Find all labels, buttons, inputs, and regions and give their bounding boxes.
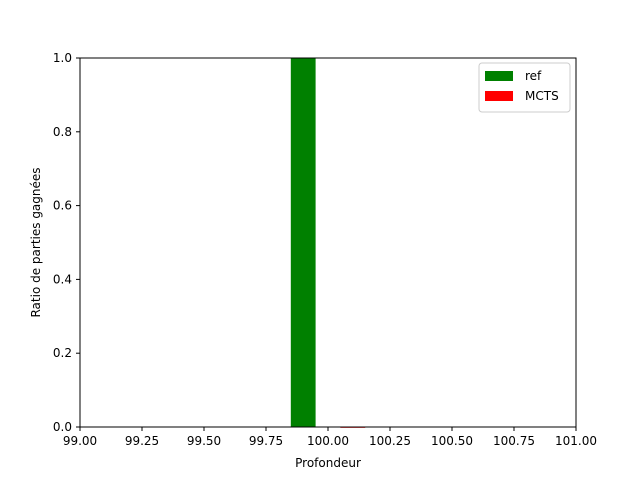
y-tick-label: 0.8 xyxy=(53,125,72,139)
x-tick-label: 99.75 xyxy=(249,434,283,448)
legend-swatch-mcts xyxy=(485,91,513,101)
bars-layer xyxy=(290,58,366,428)
y-axis-ticks: 0.0 0.2 0.4 0.6 0.8 1.0 xyxy=(53,51,80,434)
legend-label-ref: ref xyxy=(525,69,542,83)
y-tick-label: 0.2 xyxy=(53,346,72,360)
legend-label-mcts: MCTS xyxy=(525,89,559,103)
y-tick-label: 0.0 xyxy=(53,420,72,434)
x-tick-label: 99.25 xyxy=(125,434,159,448)
legend-swatch-ref xyxy=(485,71,513,81)
x-tick-label: 100.25 xyxy=(369,434,411,448)
x-tick-label: 100.50 xyxy=(431,434,473,448)
y-axis-label: Ratio de parties gagnées xyxy=(29,167,43,317)
x-tick-label: 99.00 xyxy=(63,434,97,448)
x-tick-label: 100.75 xyxy=(493,434,535,448)
x-tick-label: 101.00 xyxy=(555,434,597,448)
bar-ref-0 xyxy=(290,58,316,427)
y-tick-label: 0.6 xyxy=(53,199,72,213)
x-tick-label: 100.00 xyxy=(307,434,349,448)
x-axis-label: Profondeur xyxy=(295,456,361,470)
x-tick-label: 99.50 xyxy=(187,434,221,448)
y-tick-label: 0.4 xyxy=(53,272,72,286)
x-axis-ticks: 99.00 99.25 99.50 99.75 100.00 100.25 100.50 10… xyxy=(63,427,597,448)
legend: ref MCTS xyxy=(478,62,571,113)
y-tick-label: 1.0 xyxy=(53,51,72,65)
